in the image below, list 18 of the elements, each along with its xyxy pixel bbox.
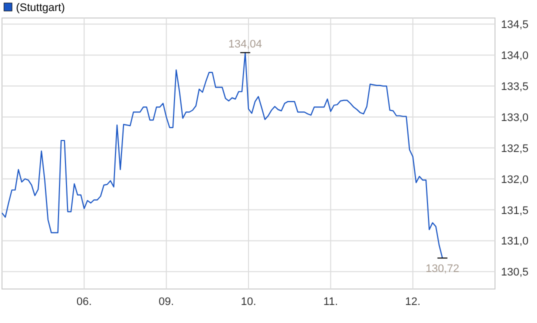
y-tick-label: 133,5 [501,81,529,94]
annotation: 130,72 [426,263,460,276]
y-tick-label: 134,0 [501,50,529,62]
annotation: 134,04 [228,38,262,51]
y-tick-label: 134,5 [501,19,529,32]
y-tick-label: 132,5 [501,142,529,155]
x-tick-label: 12. [405,296,420,308]
y-tick-label: 131,0 [501,236,529,248]
y-tick-label: 131,5 [501,204,529,217]
y-tick-label: 132,0 [501,174,529,186]
x-tick-label: 11. [323,296,338,308]
y-tick-label: 130,5 [501,266,529,279]
line-series [1,52,443,259]
y-tick-label: 133,0 [501,112,529,124]
x-tick-label: 10. [240,296,256,308]
x-tick-label: 09. [158,296,174,308]
legend-label: (Stuttgart) [16,2,65,14]
x-tick-label: 06. [76,296,92,308]
